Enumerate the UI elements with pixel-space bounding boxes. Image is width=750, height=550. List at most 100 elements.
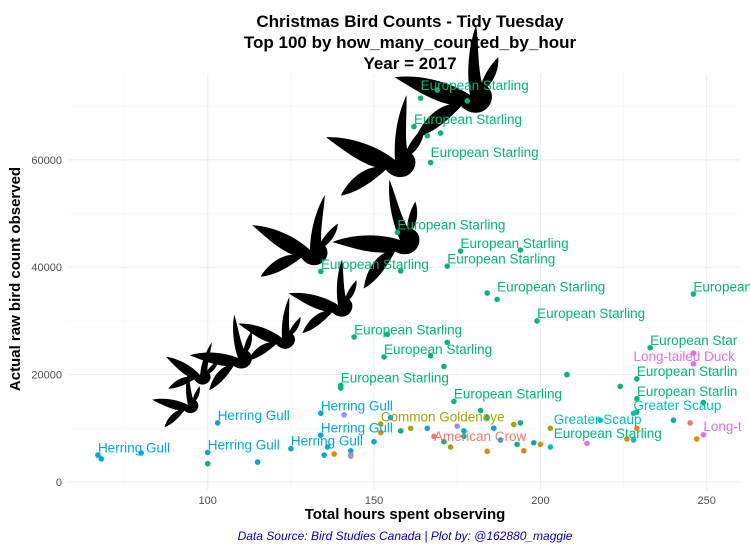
- data-point: [454, 423, 461, 429]
- data-point: [634, 395, 640, 402]
- point-label: Herring Gull: [218, 408, 290, 423]
- data-point: [687, 420, 693, 426]
- data-point: [690, 350, 697, 356]
- data-point: [514, 441, 520, 448]
- point-label: European Starling: [397, 218, 505, 233]
- point-label: European Starling: [431, 145, 539, 160]
- data-point: [434, 87, 441, 93]
- point-label: European Star: [650, 333, 738, 348]
- data-point: [520, 448, 527, 454]
- point-label: Greater Scaup: [634, 398, 722, 413]
- data-point: [447, 444, 454, 450]
- x-tick-label: 150: [365, 495, 383, 507]
- data-point: [204, 449, 211, 456]
- point-labels: European Starling European Starling Europe…: [98, 78, 750, 455]
- data-point: [371, 438, 377, 445]
- data-point: [534, 318, 540, 324]
- point-label: European Starling: [341, 371, 449, 386]
- point-label: American Crow: [434, 429, 527, 444]
- point-label: European S: [693, 279, 750, 294]
- data-point: [537, 441, 544, 448]
- data-point: [441, 363, 447, 370]
- data-point: [331, 451, 337, 457]
- y-tick-label: 60000: [31, 155, 62, 167]
- data-point: [584, 440, 590, 447]
- data-point: [214, 420, 221, 426]
- data-point: [451, 398, 457, 405]
- point-label: Herring Gull: [98, 440, 170, 455]
- data-point: [477, 407, 484, 414]
- point-label: Herring Gull: [321, 421, 393, 436]
- data-point: [377, 421, 384, 427]
- data-point: [318, 410, 324, 417]
- data-point: [397, 268, 404, 274]
- data-point: [387, 414, 394, 421]
- data-point: [464, 98, 471, 104]
- data-point: [484, 414, 490, 421]
- data-point: [318, 432, 324, 439]
- data-point: [321, 452, 327, 458]
- data-point: [444, 339, 451, 346]
- data-point: [700, 399, 707, 406]
- point-label: European Starlin: [637, 384, 738, 399]
- y-tick-label: 20000: [31, 370, 62, 382]
- data-point: [630, 410, 637, 417]
- data-point: [647, 344, 653, 351]
- chart-title-line-3: Year = 2017: [363, 54, 456, 73]
- data-point: [693, 436, 700, 442]
- data-point: [424, 132, 431, 139]
- data-point: [690, 361, 697, 367]
- point-label: Herring Gull: [291, 433, 363, 448]
- data-point: [494, 296, 500, 303]
- data-point: [461, 433, 467, 440]
- data-point: [341, 412, 347, 418]
- data-point: [517, 247, 524, 253]
- data-point: [204, 460, 211, 467]
- bird-silhouette-8: [316, 93, 439, 200]
- data-point: [510, 421, 517, 428]
- point-label: European Starlin: [637, 364, 738, 379]
- x-axis-title: Total hours spent observing: [305, 506, 506, 523]
- point-label: Herring Gull: [321, 399, 393, 414]
- data-point: [394, 229, 401, 236]
- data-point: [138, 450, 144, 456]
- chart-caption: Data Source: Bird Studies Canada | Plot …: [238, 529, 573, 543]
- point-label: European Starling: [384, 342, 492, 357]
- y-tick-label: 0: [56, 477, 62, 489]
- x-tick-label: 200: [531, 495, 549, 507]
- data-point: [431, 433, 437, 440]
- data-point: [547, 444, 554, 450]
- data-point: [547, 425, 554, 432]
- data-point: [690, 291, 697, 297]
- data-point: [484, 290, 490, 296]
- data-point: [624, 436, 630, 442]
- data-point: [424, 425, 431, 432]
- data-point: [617, 383, 624, 390]
- point-label: European Starling: [421, 78, 529, 93]
- point-label: Common Goldeneye: [381, 409, 505, 424]
- x-tick-label: 250: [698, 495, 716, 507]
- data-point: [397, 428, 404, 434]
- point-label: European Starling: [461, 236, 569, 251]
- data-point: [437, 130, 444, 136]
- data-point: [484, 448, 490, 455]
- chart-title-line-2: Top 100 by how_many_counted_by_hour: [244, 33, 577, 52]
- axis-ticks: 100 150 200 250 0 20000 40000 60000: [31, 155, 716, 507]
- point-label: European Starling: [354, 322, 462, 337]
- point-label: Long-tailed Duck: [634, 349, 736, 364]
- point-label: European Starling: [554, 426, 662, 441]
- data-point: [517, 420, 524, 426]
- data-point: [288, 445, 294, 452]
- point-label: European Starling: [497, 279, 605, 294]
- data-point: [417, 95, 424, 101]
- data-point: [597, 417, 604, 424]
- data-point: [564, 371, 570, 378]
- data-point: [634, 425, 640, 432]
- point-label: Long-t: [703, 419, 742, 434]
- data-point: [634, 376, 640, 382]
- data-point: [427, 159, 434, 166]
- data-point: [461, 428, 467, 434]
- data-point: [630, 437, 637, 443]
- data-point: [377, 429, 384, 436]
